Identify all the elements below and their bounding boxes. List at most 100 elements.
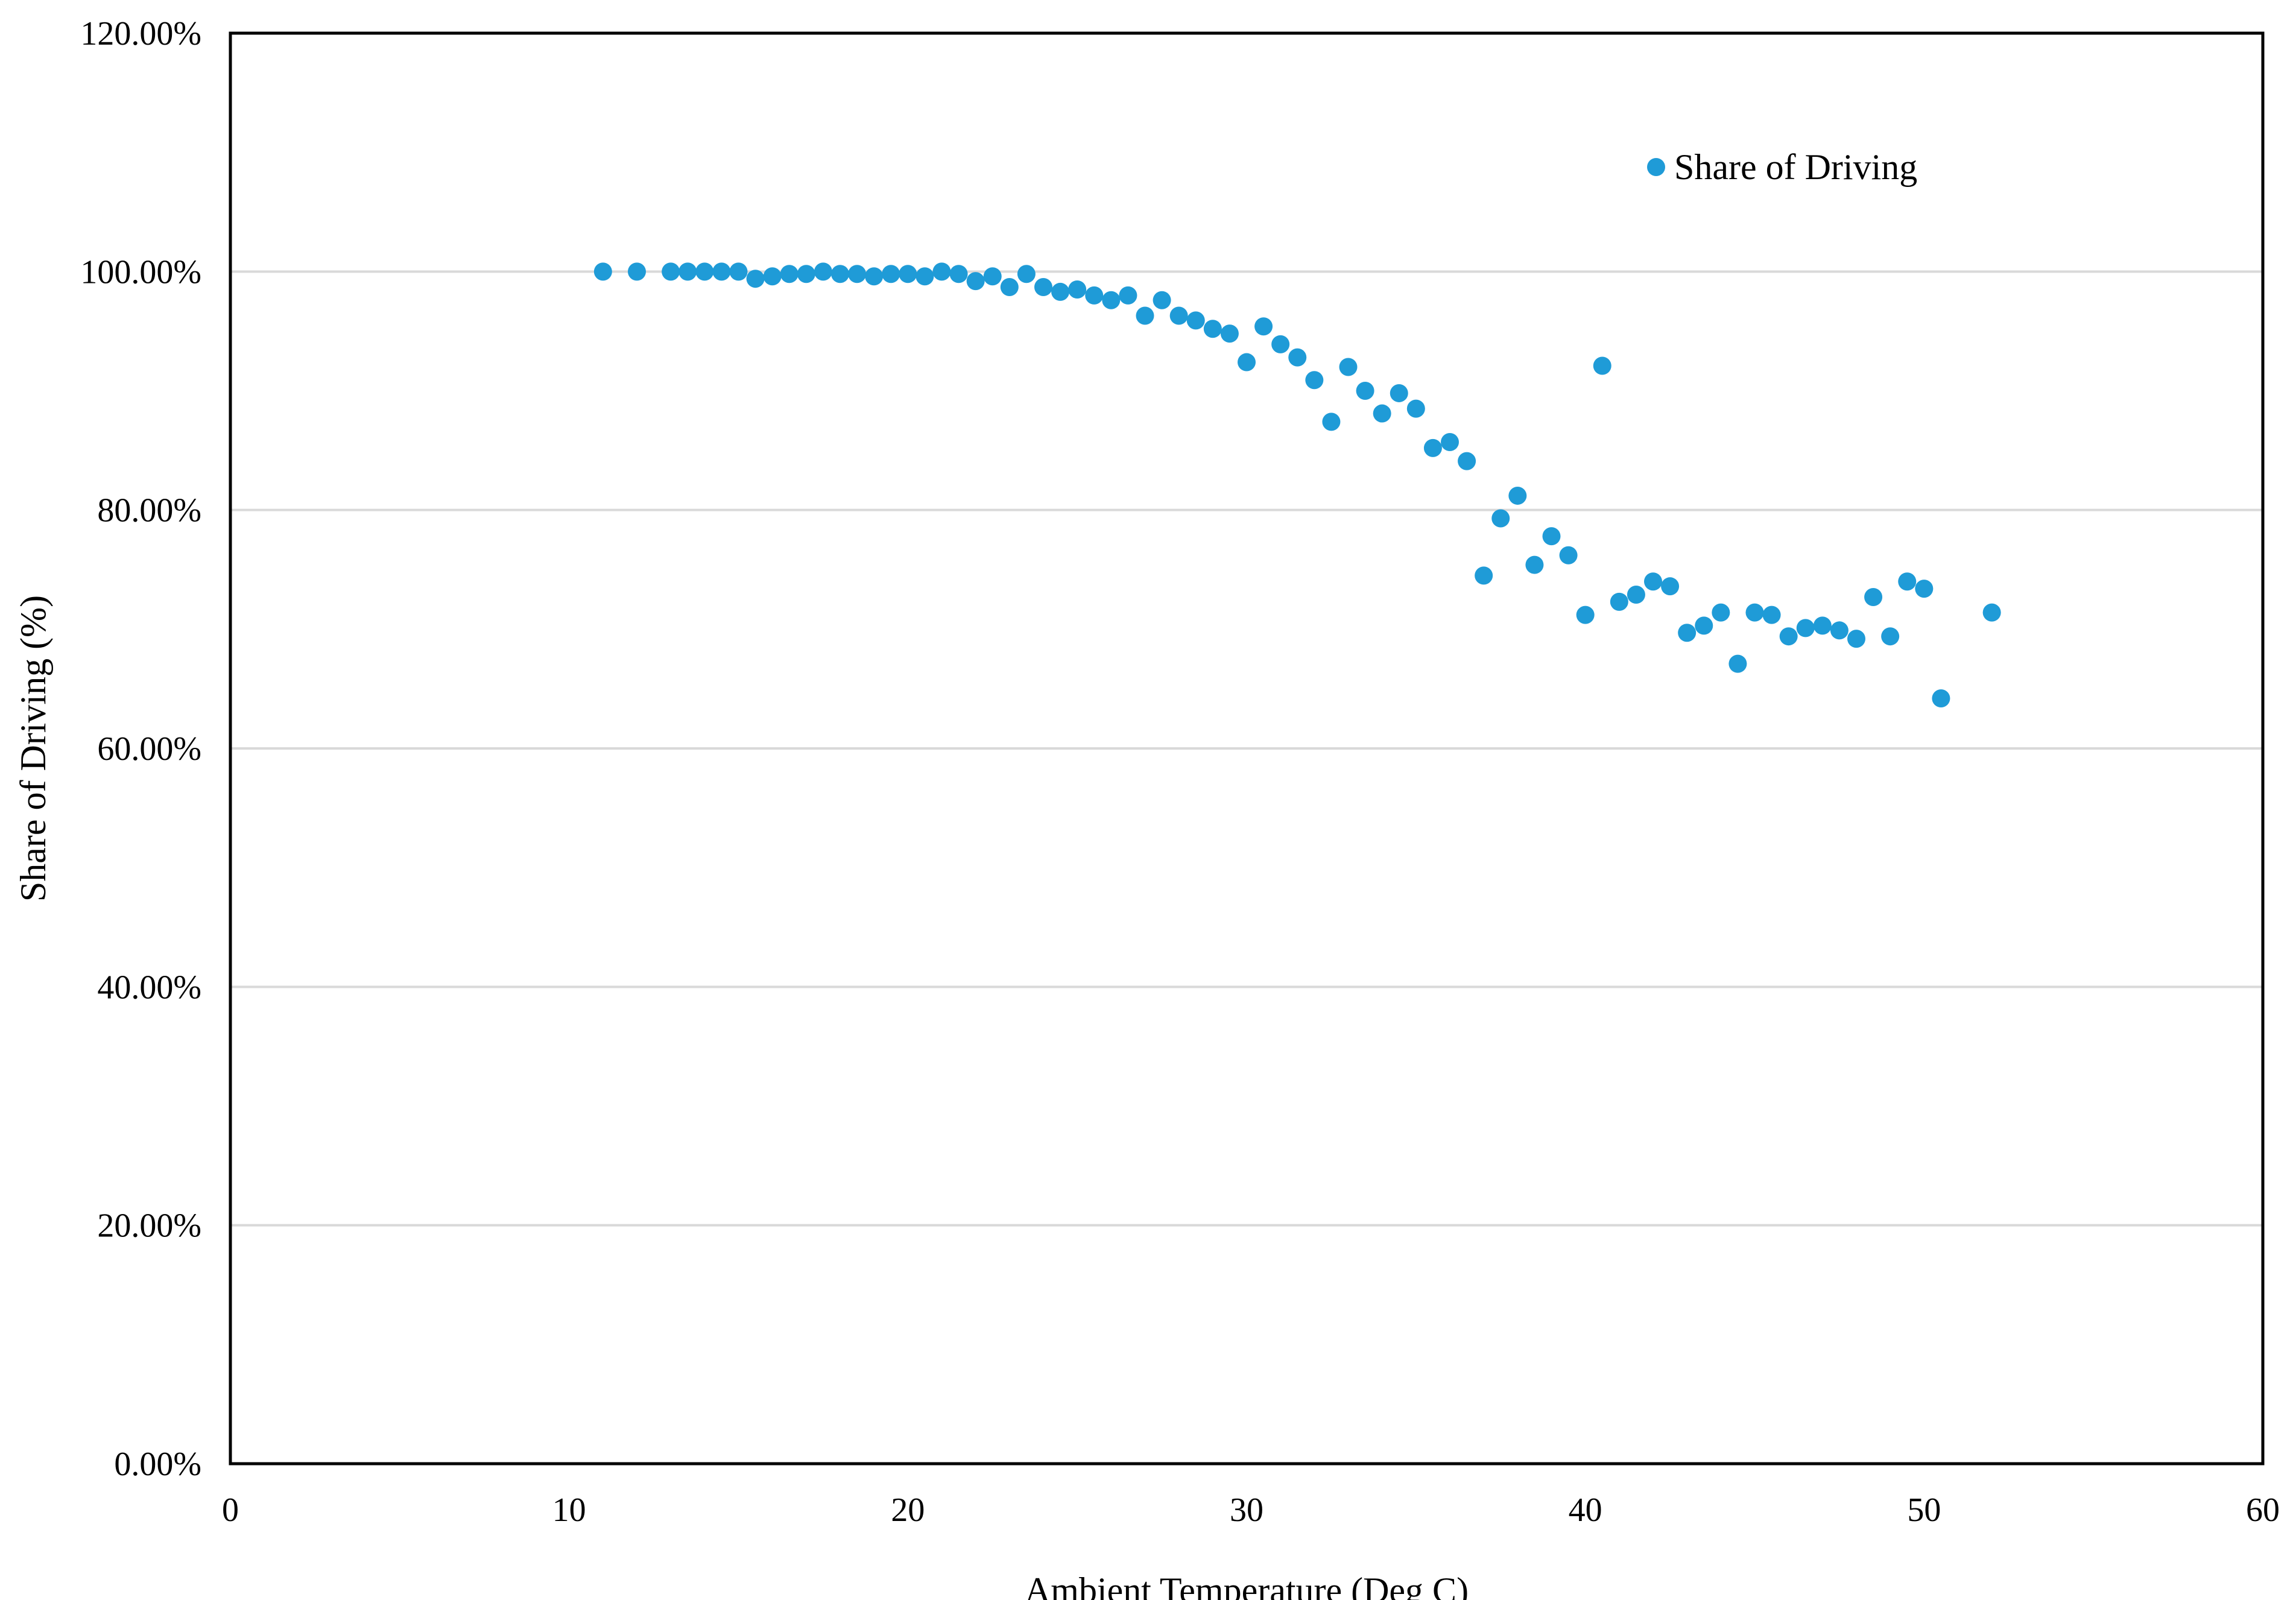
data-point <box>1288 348 1307 367</box>
data-point <box>1813 616 1832 635</box>
data-point <box>949 265 968 283</box>
x-tick-label: 60 <box>2246 1491 2280 1529</box>
y-axis-title: Share of Driving (%) <box>13 595 53 902</box>
x-tick-label: 50 <box>1907 1491 1941 1529</box>
x-axis-title: Ambient Temperature (Deg C) <box>1025 1570 1469 1600</box>
data-point <box>899 265 917 283</box>
data-point <box>1051 282 1070 301</box>
y-tick-label: 120.00% <box>80 15 201 52</box>
data-point <box>593 262 612 281</box>
data-point <box>1322 413 1341 431</box>
data-point <box>1475 566 1493 585</box>
data-point <box>1796 619 1815 637</box>
y-tick-label: 20.00% <box>97 1207 201 1245</box>
legend-label: Share of Driving <box>1674 147 1917 187</box>
data-point <box>1102 291 1121 309</box>
data-point <box>983 267 1002 286</box>
data-point <box>746 270 765 288</box>
data-point <box>1728 654 1747 673</box>
data-point <box>1745 603 1764 622</box>
data-point <box>1220 324 1239 343</box>
x-tick-label: 30 <box>1230 1491 1263 1529</box>
data-point <box>1779 627 1798 646</box>
data-point <box>1881 627 1900 646</box>
data-point <box>1203 320 1222 338</box>
data-point <box>797 265 815 283</box>
data-point <box>831 265 849 283</box>
data-point <box>678 262 697 281</box>
y-axis-tick-labels: 0.00% 20.00% 40.00% 60.00% 80.00% 100.00% 120.… <box>80 15 201 1483</box>
data-point <box>1169 306 1188 325</box>
data-point <box>1542 527 1561 546</box>
data-point <box>1830 621 1849 640</box>
data-point <box>848 265 867 283</box>
legend-marker <box>1647 158 1665 176</box>
data-point <box>1458 452 1476 470</box>
data-point <box>1644 572 1662 591</box>
data-point <box>729 262 748 281</box>
data-point <box>1627 586 1645 604</box>
data-point <box>1186 311 1205 330</box>
data-point <box>1068 280 1087 299</box>
data-point <box>1153 291 1171 309</box>
data-point <box>1661 577 1680 596</box>
data-point <box>1915 580 1934 598</box>
x-tick-label: 0 <box>222 1491 239 1529</box>
data-point <box>1441 432 1459 451</box>
data-point <box>1559 546 1578 564</box>
gridlines <box>230 270 2263 1227</box>
plot-area-border <box>229 31 2265 1466</box>
x-tick-label: 10 <box>552 1491 586 1529</box>
data-point <box>1373 404 1391 423</box>
data-point <box>1982 603 2001 622</box>
x-tick-label: 20 <box>891 1491 925 1529</box>
data-point <box>712 262 731 281</box>
data-point <box>628 262 646 281</box>
data-point <box>1017 265 1036 283</box>
data-point <box>662 262 680 281</box>
data-point <box>865 267 884 286</box>
data-point <box>1085 286 1104 305</box>
data-point <box>1271 335 1290 353</box>
data-point <box>1525 555 1544 574</box>
data-point <box>763 267 782 286</box>
x-tick-label: 40 <box>1569 1491 1602 1529</box>
data-point <box>1000 278 1019 297</box>
data-point <box>1593 356 1611 375</box>
data-point <box>1034 278 1052 297</box>
data-point <box>1356 382 1374 400</box>
y-tick-label: 40.00% <box>97 969 201 1006</box>
data-point <box>1864 587 1883 606</box>
data-point <box>1695 616 1713 635</box>
data-point <box>1339 358 1358 376</box>
data-point <box>695 262 714 281</box>
data-point <box>780 265 799 283</box>
data-point <box>1576 606 1595 624</box>
data-point <box>1610 592 1628 611</box>
y-tick-label: 0.00% <box>114 1446 201 1483</box>
data-point <box>882 265 900 283</box>
data-point <box>1136 306 1154 325</box>
data-point <box>1254 317 1273 336</box>
y-tick-label: 100.00% <box>80 253 201 291</box>
data-point <box>1898 572 1917 591</box>
data-point <box>932 262 951 281</box>
x-axis-tick-labels: 0 10 20 30 40 50 60 <box>222 1491 2280 1529</box>
data-point <box>1712 603 1730 622</box>
data-point <box>1119 286 1137 305</box>
data-point <box>966 272 985 291</box>
data-point <box>1508 486 1527 505</box>
y-tick-label: 80.00% <box>97 492 201 530</box>
data-point <box>1390 384 1408 402</box>
data-point <box>814 262 832 281</box>
data-point <box>1491 509 1510 528</box>
data-points <box>593 262 2001 707</box>
data-point <box>1406 399 1425 418</box>
legend: Share of Driving <box>1647 147 1917 187</box>
data-point <box>1762 606 1781 624</box>
data-point <box>1847 630 1865 648</box>
data-point <box>1305 371 1324 390</box>
data-point <box>1932 689 1950 707</box>
